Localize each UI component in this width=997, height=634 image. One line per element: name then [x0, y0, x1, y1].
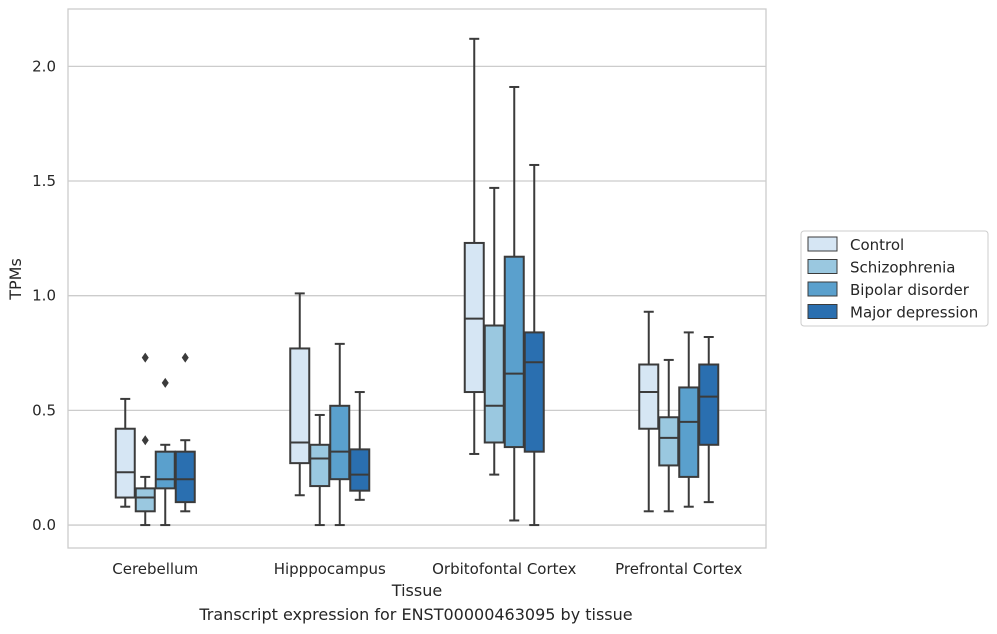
box-2-1 — [483, 324, 505, 444]
legend-label: Control — [850, 236, 904, 254]
box-marks — [114, 37, 720, 527]
legend-frame — [800, 230, 989, 327]
box-1-1 — [309, 443, 331, 488]
box-2-3 — [523, 331, 545, 453]
box-1-3 — [349, 448, 371, 492]
box-1-0 — [289, 347, 311, 465]
legend-swatch — [807, 304, 838, 319]
box-2-2 — [503, 255, 525, 449]
box-0-1 — [134, 487, 156, 513]
x-tick-label: Prefrontal Cortex — [615, 560, 742, 578]
legend-label: Major depression — [850, 304, 978, 322]
legend-swatch — [807, 281, 838, 297]
box-2-0 — [463, 241, 485, 394]
legend-swatch — [807, 259, 838, 274]
y-axis-label: TPMs — [6, 258, 25, 301]
y-tick-label: 2.0 — [32, 57, 56, 75]
outlier-marker — [141, 352, 149, 363]
box-3-2 — [678, 386, 700, 478]
box-0-3 — [174, 450, 196, 504]
legend-swatch — [807, 236, 838, 252]
outlier-marker — [161, 377, 169, 388]
x-tick-label: Hipppocampus — [274, 560, 386, 578]
outlier-marker — [181, 352, 189, 363]
box-0-0 — [114, 427, 136, 499]
box-3-3 — [698, 363, 720, 446]
box-3-0 — [638, 363, 660, 430]
box-3-1 — [658, 416, 680, 467]
y-tick-label: 0.0 — [32, 516, 56, 534]
outlier-marker — [141, 435, 149, 446]
y-tick-label: 0.5 — [32, 401, 56, 419]
figure-caption: Transcript expression for ENST0000046309… — [199, 605, 633, 624]
legend-label: Schizophrenia — [850, 259, 955, 277]
box-1-2 — [329, 404, 351, 481]
legend: Control Schizophrenia Bipolar disorder Majo… — [800, 230, 989, 327]
plot-frame — [67, 8, 767, 549]
x-tick-labels: Cerebellum Hipppocampus Orbitofontal Corte… — [112, 560, 742, 578]
x-tick-label: Orbitofontal Cortex — [432, 560, 576, 578]
y-tick-label: 1.0 — [32, 287, 56, 305]
box-0-2 — [154, 450, 176, 490]
x-tick-label: Cerebellum — [112, 560, 198, 578]
y-tick-labels: 0.0 0.5 1.0 1.5 2.0 — [32, 57, 56, 534]
legend-label: Bipolar disorder — [850, 281, 970, 299]
y-tick-label: 1.5 — [32, 172, 56, 190]
x-axis-label: Tissue — [391, 581, 442, 600]
